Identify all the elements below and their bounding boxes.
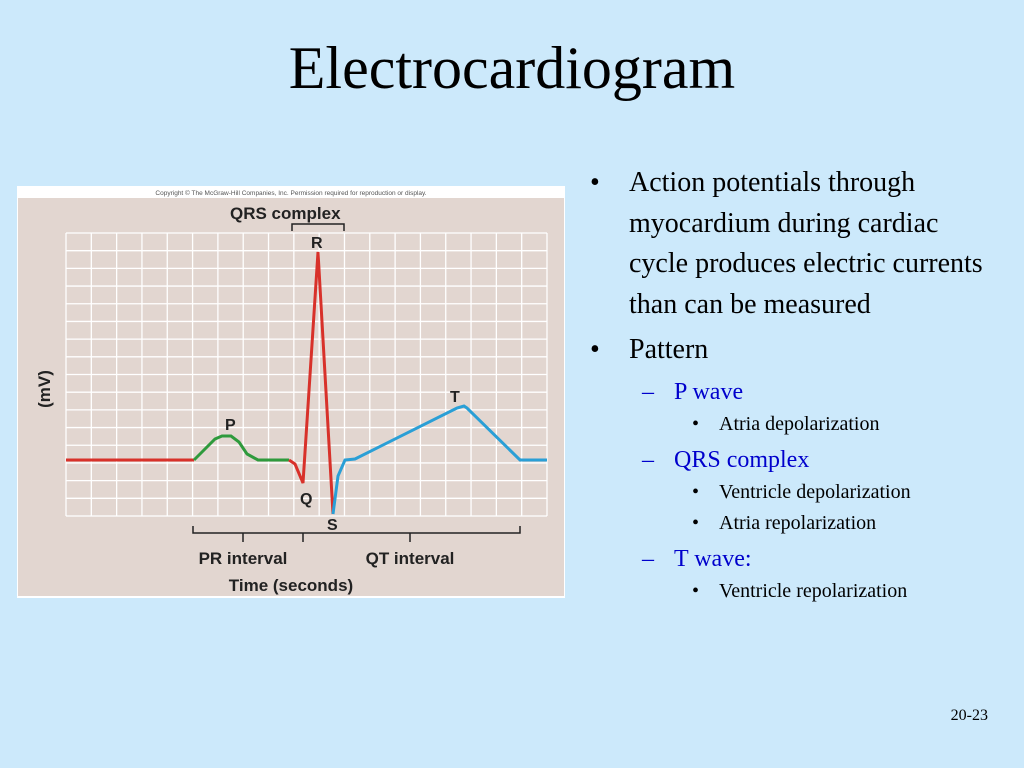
sub-bullet-item: – P wave [590,376,1000,408]
copyright-note: Copyright © The McGraw-Hill Companies, I… [155,189,426,197]
sub-bullet-text: QRS complex [674,446,810,473]
detail-bullet-item: • Atria depolarization [590,409,1000,439]
detail-bullet-item: • Atria repolarization [590,508,1000,538]
slide-number: 20-23 [950,707,988,724]
dash-icon: – [642,545,654,572]
bullet-item: • Action potentials through myocardium d… [590,163,1000,325]
p-wave-label: P [225,417,236,434]
dash-icon: – [642,446,654,473]
bullet-list: • Action potentials through myocardium d… [590,163,1000,611]
sub-bullet-text: T wave: [674,545,752,572]
bullet-dot-icon: • [692,579,700,602]
figure-background [18,198,564,596]
detail-bullet-text: Atria repolarization [719,511,877,534]
qrs-complex-bracket [291,223,345,231]
sub-bullet-item: – T wave: [590,543,1000,575]
ecg-figure: Copyright © The McGraw-Hill Companies, I… [17,186,565,598]
bullet-dot-icon: • [692,412,700,435]
detail-bullet-text: Ventricle repolarization [719,579,908,602]
qt-interval-label: QT interval [366,549,455,568]
pr-interval-label: PR interval [199,549,288,568]
t-wave [331,404,547,515]
r-wave-label: R [311,235,323,252]
qrs-complex-header: QRS complex [230,204,341,223]
sub-bullet-text: P wave [674,378,744,405]
p-wave [192,434,289,462]
qrs-complex-wave [288,251,335,515]
bullet-dot-icon: • [590,167,600,198]
bullet-dot-icon: • [692,480,700,503]
bullet-item: • Pattern [590,330,1000,371]
y-axis-label: (mV) [35,370,54,408]
ecg-diagram: Copyright © The McGraw-Hill Companies, I… [18,189,564,596]
t-wave-label: T [450,389,460,406]
bullet-text: Pattern [629,334,709,365]
detail-bullet-item: • Ventricle repolarization [590,576,1000,606]
detail-bullet-text: Atria depolarization [719,412,880,435]
sub-bullet-item: – QRS complex [590,444,1000,476]
detail-bullet-item: • Ventricle depolarization [590,477,1000,507]
dash-icon: – [642,378,654,405]
slide-title: Electrocardiogram [288,35,736,101]
x-axis-label: Time (seconds) [229,576,353,595]
interval-bracket [192,526,521,534]
detail-bullet-text: Ventricle depolarization [719,480,911,503]
bullet-dot-icon: • [692,511,700,534]
s-wave-label: S [327,517,338,534]
bullet-dot-icon: • [590,334,600,365]
q-wave-label: Q [300,491,312,508]
bullet-text: Action potentials through myocardium dur… [629,167,983,320]
